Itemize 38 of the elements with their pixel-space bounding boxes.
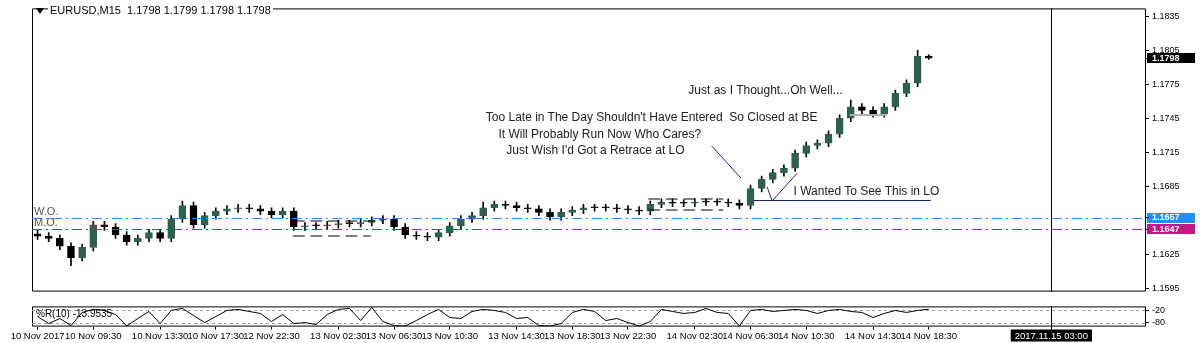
y-tick-label: 1.1647	[1152, 223, 1180, 234]
x-tick-label: 14 Nov 02:30	[666, 329, 724, 341]
x-tick-label: 14 Nov 18:30	[900, 329, 958, 341]
chart-title: EURUSD,M15 1.1798 1.1799 1.1798 1.1798	[48, 4, 273, 17]
x-tick-label: 12 Nov 22:30	[243, 329, 300, 341]
ref-line-label: W.O.	[34, 205, 59, 218]
x-tick-label: 2017.11.15 03:00	[1014, 329, 1088, 341]
annotation: Too Late in The Day Shouldn't Have Entered So Closed at BE	[485, 110, 818, 125]
x-tick-label: 13 Nov 10:30	[421, 329, 479, 341]
x-tick-label: 13 Nov 06:30	[365, 329, 423, 341]
x-tick-label: 14 Nov 14:30	[844, 329, 902, 341]
y-tick-label: 1.1595	[1152, 282, 1180, 293]
annotation: Just as I Thought...Oh Well...	[688, 83, 843, 98]
y-tick-label: 1.1657	[1152, 212, 1180, 223]
annotation: It Will Probably Run Now Who Cares?	[498, 127, 702, 142]
y-tick-label: 1.1835	[1152, 10, 1180, 21]
x-tick-label: 13 Nov 02:30	[310, 329, 367, 341]
x-tick-label: 13 Nov 18:30	[544, 329, 601, 341]
ref-line-label: M.O.	[34, 216, 58, 229]
x-tick-label: 10 Nov 2017	[10, 329, 65, 341]
y-tick-label: -80	[1152, 317, 1166, 328]
y-tick-label: 1.1685	[1152, 180, 1180, 191]
y-tick-label: -20	[1152, 304, 1166, 315]
x-tick-label: 10 Nov 17:30	[187, 329, 245, 341]
x-tick-label: 14 Nov 10:30	[777, 329, 835, 341]
y-tick-label: 1.1775	[1152, 78, 1180, 89]
y-tick-label: 1.1715	[1152, 146, 1180, 157]
ref-line-label: I Wanted To See This in LO	[793, 183, 940, 198]
x-tick-label: 10 Nov 09:30	[65, 329, 122, 341]
annotation: Just Wish I'd Got a Retrace at LO	[506, 143, 685, 158]
y-tick-label: 1.1805	[1152, 44, 1180, 55]
x-tick-label: 13 Nov 14:30	[488, 329, 545, 341]
y-tick-label: 1.1625	[1152, 248, 1180, 259]
x-tick-label: 10 Nov 13:30	[131, 329, 189, 341]
y-tick-label: 1.1798	[1152, 52, 1180, 63]
x-tick-label: 14 Nov 06:30	[722, 329, 779, 341]
x-tick-label: 13 Nov 22:30	[599, 329, 657, 341]
y-tick-label: 1.1745	[1152, 112, 1180, 123]
